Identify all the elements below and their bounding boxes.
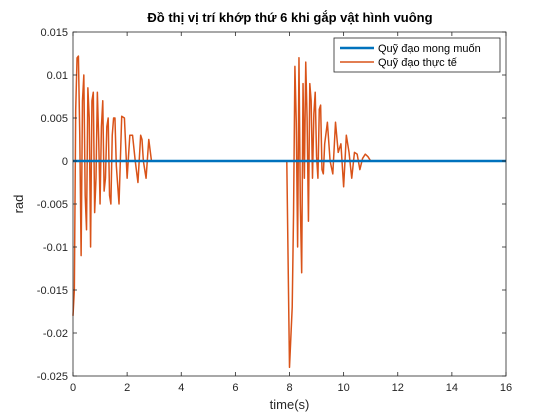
x-tick-label: 10 [338, 382, 350, 394]
y-tick-label: 0 [62, 156, 68, 168]
legend-box [333, 37, 501, 73]
y-tick-label: 0.015 [40, 27, 68, 39]
chart-title: Đồ thị vị trí khớp thứ 6 khi gắp vật hìn… [147, 10, 432, 25]
legend: Quỹ đạo mong muốn Quỹ đạo thực tế [333, 37, 501, 73]
y-tick-label: -0.01 [43, 242, 68, 254]
x-axis-label: time(s) [270, 397, 310, 412]
y-axis-label: rad [11, 195, 26, 214]
y-tick-label: 0.01 [47, 70, 68, 82]
x-axis: 0 2 4 6 8 10 12 14 16 [70, 32, 512, 394]
x-tick-label: 14 [446, 382, 458, 394]
y-axis: 0.015 0.01 0.005 0 -0.005 -0.01 -0.015 -0.02 -0.… [37, 27, 506, 383]
x-tick-label: 2 [124, 382, 130, 394]
y-tick-label: -0.02 [43, 328, 68, 340]
y-tick-label: -0.015 [37, 285, 68, 297]
legend-label-actual: Quỹ đạo thực tế [378, 57, 457, 69]
x-tick-label: 12 [392, 382, 404, 394]
x-tick-label: 4 [178, 382, 184, 394]
x-tick-label: 0 [70, 382, 76, 394]
y-tick-label: 0.005 [40, 113, 68, 125]
y-tick-label: -0.005 [37, 199, 68, 211]
series-layer [72, 55, 506, 369]
y-tick-label: -0.025 [37, 371, 68, 383]
x-tick-label: 16 [500, 382, 512, 394]
x-tick-label: 6 [232, 382, 238, 394]
legend-label-desired: Quỹ đạo mong muốn [378, 43, 481, 55]
x-tick-label: 8 [286, 382, 292, 394]
